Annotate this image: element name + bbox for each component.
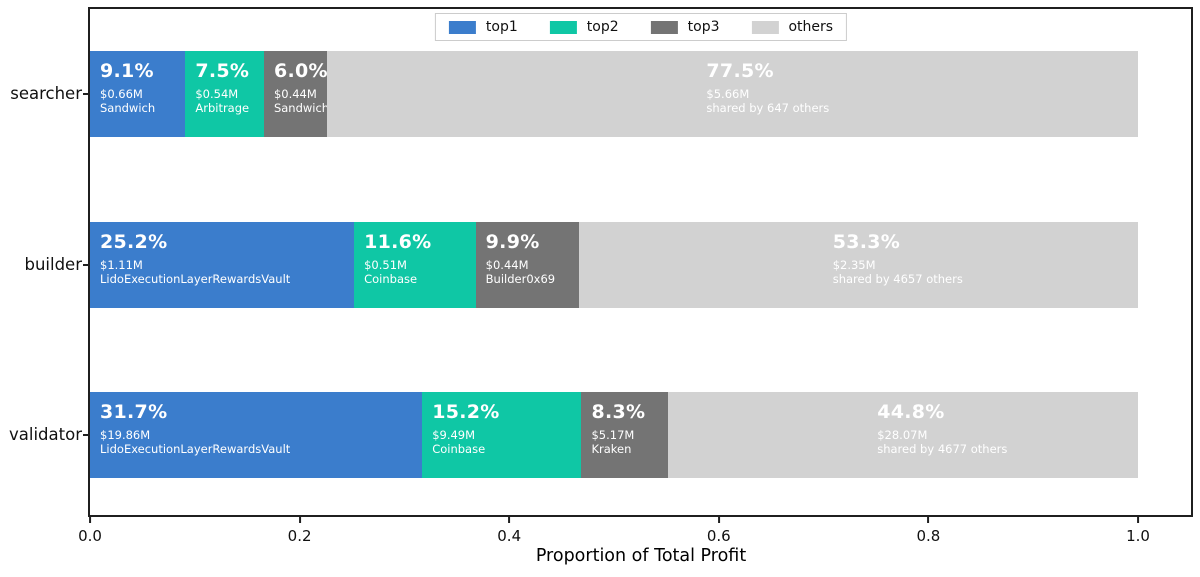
segment-value: $28.07M	[877, 428, 928, 442]
segment-value: $0.54M	[195, 87, 239, 101]
chart-legend: top1 top2 top3 others	[434, 13, 848, 41]
xtick-mark	[508, 517, 511, 523]
xtick-0.8: 0.8	[916, 517, 940, 545]
xtick-label: 0.6	[706, 527, 731, 545]
segment-entity: shared by 4657 others	[832, 271, 963, 286]
bar-segment-top2: 7.5% $0.54M Arbitrage	[185, 51, 264, 137]
xtick-mark	[298, 517, 301, 523]
segment-value: $0.44M	[485, 258, 529, 272]
segment-percent: 7.5%	[195, 60, 250, 82]
xtick-0.4: 0.4	[497, 517, 521, 545]
bar-validator: 31.7% $19.86M LidoExecutionLayerRewardsV…	[90, 392, 1138, 478]
bar-builder: 25.2% $1.11M LidoExecutionLayerRewardsVa…	[90, 222, 1138, 308]
segment-entity: Builder0x69	[485, 271, 556, 286]
xtick-mark	[927, 517, 930, 523]
bar-segment-others: 77.5% $5.66M shared by 647 others	[326, 51, 1138, 137]
segment-entity: Sandwich	[100, 100, 156, 115]
xtick-mark	[1136, 517, 1139, 523]
xtick-label: 0.0	[78, 527, 102, 545]
segment-value: $5.17M	[591, 428, 635, 442]
segment-percent: 9.9%	[485, 231, 540, 253]
ytick-mark	[83, 434, 88, 436]
ytick-label-builder: builder	[24, 255, 82, 274]
bar-segment-top3: 9.9% $0.44M Builder0x69	[475, 222, 580, 308]
bar-segment-top2: 11.6% $0.51M Coinbase	[354, 222, 476, 308]
segment-percent: 8.3%	[591, 401, 646, 423]
legend-item-top1: top1	[448, 19, 518, 35]
segment-percent: 53.3%	[832, 231, 901, 253]
xtick-label: 0.4	[497, 527, 522, 545]
segment-value: $0.51M	[364, 258, 407, 272]
segment-percent: 31.7%	[100, 401, 168, 423]
segment-entity: shared by 4677 others	[877, 441, 1008, 456]
bar-segment-top1: 9.1% $0.66M Sandwich	[90, 51, 186, 137]
x-axis-title: Proportion of Total Profit	[535, 546, 747, 566]
legend-swatch-top2-icon	[549, 20, 577, 34]
bar-segment-others: 44.8% $28.07M shared by 4677 others	[668, 392, 1138, 478]
segment-value: $1.11M	[100, 258, 143, 272]
legend-swatch-top3-icon	[650, 20, 678, 34]
xtick-0.6: 0.6	[707, 517, 731, 545]
legend-label-top2: top2	[586, 19, 619, 35]
segment-value: $5.66M	[706, 87, 750, 101]
xtick-0.0: 0.0	[78, 517, 102, 545]
legend-label-others: others	[788, 19, 834, 35]
xtick-1.0: 1.0	[1126, 517, 1150, 545]
legend-item-top3: top3	[650, 19, 720, 35]
segment-entity: Coinbase	[364, 271, 418, 286]
legend-item-top2: top2	[549, 19, 619, 35]
segment-entity: LidoExecutionLayerRewardsVault	[100, 441, 291, 456]
xtick-label: 0.8	[916, 527, 941, 545]
bar-segment-top1: 31.7% $19.86M LidoExecutionLayerRewardsV…	[90, 392, 423, 478]
ytick-label-validator: validator	[9, 425, 82, 444]
bar-segment-top2: 15.2% $9.49M Coinbase	[422, 392, 582, 478]
legend-swatch-top1-icon	[448, 20, 476, 34]
ytick-mark	[83, 93, 88, 95]
segment-entity: Coinbase	[432, 441, 486, 456]
segment-percent: 6.0%	[273, 60, 327, 82]
ytick-mark	[83, 264, 88, 266]
bar-segment-top3: 6.0% $0.44M Sandwich	[263, 51, 327, 137]
bar-segment-others: 53.3% $2.35M shared by 4657 others	[579, 222, 1138, 308]
bar-segment-top1: 25.2% $1.11M LidoExecutionLayerRewardsVa…	[90, 222, 355, 308]
segment-value: $0.66M	[100, 87, 143, 101]
segment-entity: Arbitrage	[195, 100, 250, 115]
bar-searcher: 9.1% $0.66M Sandwich 7.5% $0.54M Arbitra…	[90, 51, 1138, 137]
xtick-mark	[717, 517, 720, 523]
xtick-label: 1.0	[1126, 527, 1150, 545]
xtick-label: 0.2	[287, 527, 312, 545]
x-axis: 0.0 0.2 0.4 0.6 0.8 1.0	[78, 517, 1150, 557]
segment-percent: 15.2%	[432, 401, 500, 423]
segment-entity: Sandwich	[273, 100, 327, 115]
segment-entity: LidoExecutionLayerRewardsVault	[100, 271, 291, 286]
xtick-0.2: 0.2	[288, 517, 312, 545]
legend-label-top1: top1	[485, 19, 518, 35]
segment-value: $19.86M	[100, 428, 151, 442]
segment-value: $2.35M	[832, 258, 876, 272]
bar-segment-top3: 8.3% $5.17M Kraken	[581, 392, 669, 478]
legend-swatch-others-icon	[751, 20, 779, 34]
segment-value: $9.49M	[432, 428, 476, 442]
segment-percent: 25.2%	[100, 231, 168, 253]
segment-entity: Kraken	[591, 441, 632, 456]
segment-percent: 77.5%	[706, 60, 774, 82]
segment-percent: 9.1%	[100, 60, 154, 82]
segment-percent: 44.8%	[877, 401, 945, 423]
segment-value: $0.44M	[273, 87, 317, 101]
xtick-mark	[88, 517, 91, 523]
legend-label-top3: top3	[687, 19, 720, 35]
ytick-label-searcher: searcher	[10, 84, 82, 103]
legend-item-others: others	[751, 19, 833, 35]
segment-percent: 11.6%	[364, 231, 432, 253]
segment-entity: shared by 647 others	[706, 100, 830, 115]
